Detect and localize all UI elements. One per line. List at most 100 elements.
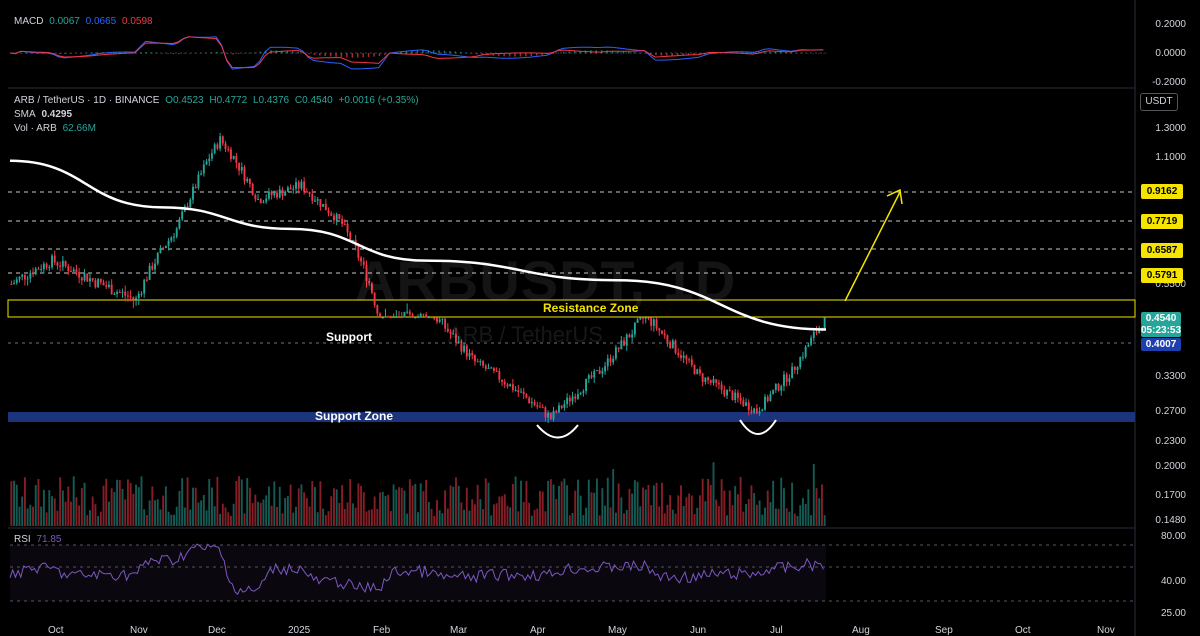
candle-body — [427, 317, 430, 319]
volume-bar — [539, 490, 541, 526]
rsi-line — [9, 543, 824, 595]
candle-body — [202, 164, 205, 174]
candle-body — [181, 211, 184, 220]
volume-bar — [438, 510, 441, 526]
candle-body — [696, 369, 699, 375]
macd-histogram-bar — [259, 51, 261, 54]
volume-bar — [671, 509, 674, 526]
volume-bar — [40, 506, 43, 526]
candle-body — [10, 284, 13, 285]
volume-bar — [351, 503, 354, 526]
candle-body — [300, 181, 303, 189]
volume-bar — [674, 513, 677, 526]
candle-body — [777, 383, 780, 391]
volume-bar — [183, 507, 186, 526]
candle-body — [617, 347, 620, 350]
macd-histogram-bar — [226, 53, 229, 55]
volume-bar — [598, 515, 601, 526]
macd-line — [9, 36, 824, 70]
volume-bar — [471, 499, 474, 526]
volume-bar — [319, 481, 322, 526]
candle-body — [194, 186, 197, 188]
volume-bar — [110, 488, 113, 526]
volume-bar — [427, 501, 430, 526]
volume-bar — [324, 515, 327, 526]
candle-body — [118, 292, 121, 294]
macd-histogram-bar — [172, 53, 175, 55]
volume-bar — [793, 513, 796, 526]
volume-bar — [278, 486, 281, 526]
candle-body — [387, 316, 390, 318]
volume-bar — [303, 492, 306, 526]
volume-bar — [576, 479, 579, 526]
volume-bar — [56, 510, 59, 526]
candle-body — [257, 198, 260, 200]
volume-bar — [633, 480, 636, 526]
candle-body — [238, 162, 241, 171]
candle-body — [736, 392, 739, 398]
volume-bar — [758, 500, 761, 526]
candle-body — [623, 340, 625, 346]
candle-body — [701, 373, 704, 382]
volume-bar — [777, 508, 780, 526]
candle-body — [61, 260, 64, 267]
macd-histogram-bar — [530, 53, 533, 57]
volume-bar — [297, 488, 300, 526]
volume-bar — [322, 508, 325, 526]
candle-body — [362, 261, 365, 265]
macd-histogram-bar — [286, 50, 289, 54]
candle-body — [40, 269, 43, 271]
macd-histogram-bar — [687, 53, 690, 56]
macd-histogram-bar — [75, 53, 77, 54]
volume-bar — [414, 483, 417, 526]
volume-bar — [395, 489, 398, 526]
candle-body — [612, 358, 615, 363]
volume-bar — [314, 487, 316, 526]
price-tick: 1.1000 — [1155, 152, 1186, 163]
x-tick: 2025 — [288, 625, 311, 636]
rsi-band — [10, 545, 826, 601]
candle-body — [267, 191, 270, 199]
macd-histogram-bar — [37, 53, 39, 54]
candle-body — [75, 269, 78, 272]
volume-bar — [200, 500, 203, 526]
volume-bar — [430, 508, 433, 526]
candle-body — [186, 206, 189, 208]
candle-body — [566, 397, 569, 405]
candle-body — [164, 245, 167, 249]
macd-histogram-bar — [373, 53, 375, 57]
candle-body — [438, 319, 441, 322]
volume-bar — [140, 476, 143, 526]
candle-body — [495, 370, 498, 372]
macd-histogram-bar — [416, 50, 419, 54]
candle-body — [558, 405, 560, 413]
candle-body — [102, 282, 105, 286]
candle-body — [384, 316, 387, 318]
candle-body — [376, 305, 379, 314]
volume-bar — [42, 489, 45, 526]
candle-body — [647, 317, 650, 319]
candle-body — [251, 183, 254, 195]
volume-bar — [563, 478, 566, 526]
price-tag-0.4007: 0.4007 — [1141, 338, 1181, 351]
macd-tick: 0.2000 — [1155, 19, 1186, 30]
candle-body — [796, 367, 799, 371]
volume-bar — [717, 506, 720, 526]
macd-histogram-bar — [85, 52, 88, 54]
candle-body — [322, 203, 325, 207]
candle-body — [780, 386, 783, 391]
volume-bar — [823, 515, 826, 526]
candle-body — [720, 384, 723, 390]
candle-body — [143, 279, 146, 294]
currency-button[interactable]: USDT — [1140, 93, 1178, 111]
macd-histogram-bar — [69, 53, 72, 54]
macd-histogram-bar — [411, 50, 413, 54]
resistance-zone-label: Resistance Zone — [543, 301, 639, 315]
macd-histogram-bar — [503, 53, 505, 57]
volume-bar — [476, 484, 479, 526]
macd-histogram-bar — [546, 53, 549, 55]
volume-bar — [205, 510, 208, 526]
volume-bar — [338, 502, 341, 526]
volume-bar — [658, 506, 661, 526]
